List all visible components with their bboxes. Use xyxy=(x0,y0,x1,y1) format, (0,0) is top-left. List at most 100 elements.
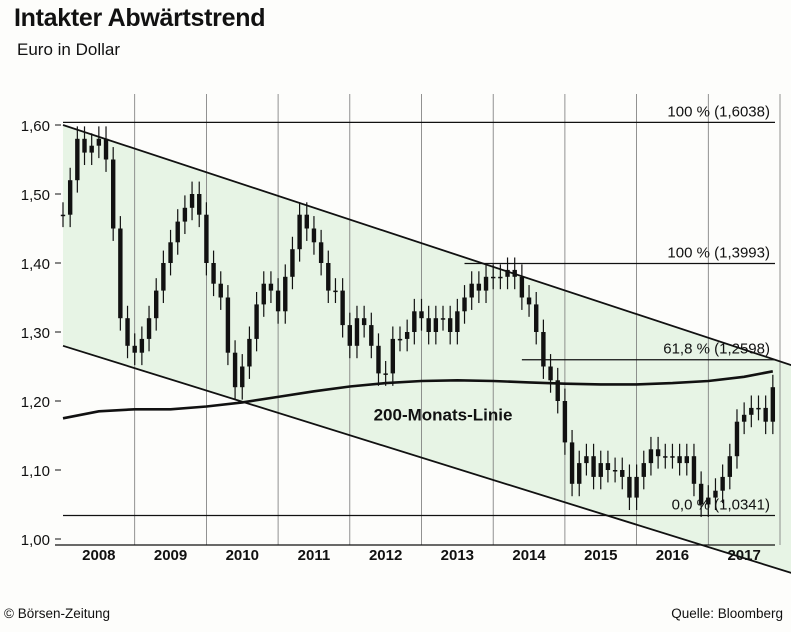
candle-body xyxy=(290,249,295,277)
candle-body xyxy=(326,263,331,291)
candle-body xyxy=(648,449,654,464)
x-tick-label-2015: 2015 xyxy=(584,547,617,564)
y-tick-label-1,50: 1,50 xyxy=(21,187,50,204)
candle-body xyxy=(577,463,582,484)
candle-body xyxy=(404,332,410,339)
candle-body xyxy=(211,263,216,284)
candle-body xyxy=(519,276,525,298)
candle-body xyxy=(713,490,718,498)
candle-body xyxy=(720,476,725,491)
candle-body xyxy=(498,276,503,279)
candle-body xyxy=(469,283,474,298)
candle-body xyxy=(670,456,675,458)
candle-body xyxy=(447,318,453,332)
chart-title: Intakter Abwärtstrend xyxy=(14,4,266,32)
reference-label-4: 0,0 % (1,0341) xyxy=(672,496,770,513)
candle-body xyxy=(168,242,173,263)
x-tick-label-2009: 2009 xyxy=(154,547,187,564)
candle-body xyxy=(369,325,374,346)
x-tick-label-2017: 2017 xyxy=(727,547,760,564)
candle-body xyxy=(82,138,87,153)
candle-body xyxy=(663,456,668,458)
candle-body xyxy=(741,414,747,422)
candle-body xyxy=(318,242,324,263)
price-candles xyxy=(60,126,776,517)
candle-body xyxy=(591,456,596,477)
candle-body xyxy=(476,283,482,291)
candle-body xyxy=(440,318,446,320)
x-tick-label-2010: 2010 xyxy=(226,547,259,564)
reference-label-3: 61,8 % (1,2598) xyxy=(663,341,770,358)
candle-body xyxy=(698,483,704,505)
candle-body xyxy=(189,194,195,208)
candle-body xyxy=(232,352,238,388)
candle-body xyxy=(412,311,417,332)
candle-body xyxy=(426,318,431,332)
ma-200-label: 200-Monats-Linie xyxy=(374,405,513,424)
candle-body xyxy=(419,311,424,319)
candle-body xyxy=(455,311,460,332)
candle-body xyxy=(677,456,682,464)
candle-body xyxy=(283,276,288,312)
candle-body xyxy=(182,207,188,222)
candle-body xyxy=(763,407,768,422)
candle-body xyxy=(756,407,761,410)
candle-body xyxy=(541,332,546,367)
candle-body xyxy=(397,338,403,341)
candle-body xyxy=(96,138,102,146)
y-tick-label-1,20: 1,20 xyxy=(21,394,50,411)
candle-body xyxy=(491,276,496,279)
candle-body xyxy=(390,338,396,374)
candle-body xyxy=(75,138,80,181)
x-tick-label-2008: 2008 xyxy=(82,547,115,564)
reference-label-1: 100 % (1,6038) xyxy=(667,103,770,120)
candle-body xyxy=(110,159,116,229)
candle-body xyxy=(684,456,689,464)
candle-body xyxy=(125,318,130,346)
y-tick-label-1,00: 1,00 xyxy=(21,532,50,549)
candle-body xyxy=(620,470,625,477)
ma-200-line xyxy=(62,370,774,420)
channel-upper-line xyxy=(62,124,791,366)
candle-body xyxy=(268,283,274,291)
candle-body xyxy=(67,180,73,215)
candle-body xyxy=(204,214,209,263)
candle-body xyxy=(354,318,360,346)
candle-body xyxy=(534,304,539,332)
candle-body xyxy=(770,387,776,422)
candle-body xyxy=(641,463,646,477)
candle-body xyxy=(225,297,231,353)
candle-body xyxy=(548,366,553,381)
channel-lower-line xyxy=(62,344,791,574)
candle-body xyxy=(383,373,388,375)
candle-body xyxy=(333,290,338,293)
candle-body xyxy=(734,421,740,457)
candle-body xyxy=(584,456,589,464)
chart-subtitle: Euro in Dollar xyxy=(17,40,120,59)
candle-body xyxy=(254,304,259,339)
candle-body xyxy=(526,297,532,305)
x-tick-label-2012: 2012 xyxy=(369,547,402,564)
candle-body xyxy=(340,290,345,326)
candle-body xyxy=(347,325,352,346)
candle-body xyxy=(311,228,317,243)
candle-body xyxy=(706,497,711,505)
candle-body xyxy=(275,290,281,312)
x-tick-label-2011: 2011 xyxy=(298,547,331,564)
candle-body xyxy=(562,401,568,443)
candle-body xyxy=(218,283,223,298)
y-tick-label-1,30: 1,30 xyxy=(21,325,50,342)
candle-body xyxy=(483,276,489,291)
candle-body xyxy=(462,297,467,312)
candle-body xyxy=(240,366,245,388)
x-tick-label-2016: 2016 xyxy=(656,547,689,564)
trend-channel-fill xyxy=(63,125,791,573)
y-tick-label-1,40: 1,40 xyxy=(21,256,50,273)
candle-body xyxy=(161,263,166,291)
candle-body xyxy=(727,456,733,477)
candle-body xyxy=(627,476,632,498)
candle-body xyxy=(361,318,367,326)
y-tick-label-1,60: 1,60 xyxy=(21,118,50,135)
